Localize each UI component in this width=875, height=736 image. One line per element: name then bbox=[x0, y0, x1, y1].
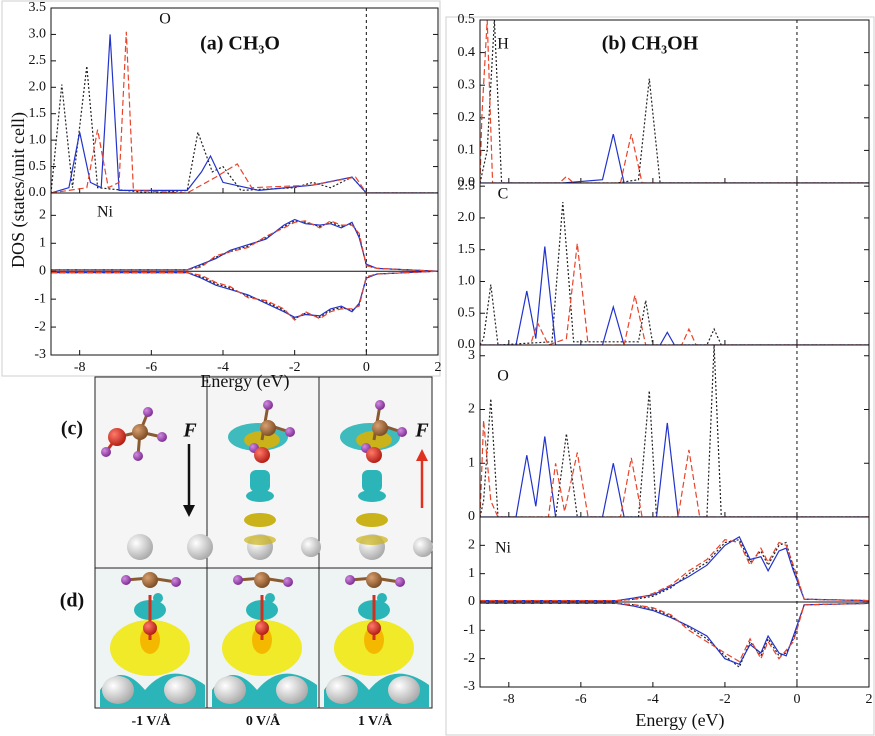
y-tick-label: 0.4 bbox=[458, 45, 476, 60]
field-label: -1 V/Å bbox=[131, 713, 171, 729]
x-tick-label: 0 bbox=[363, 360, 370, 375]
field-label: 1 V/Å bbox=[358, 713, 393, 729]
force-label: F bbox=[414, 420, 429, 442]
dos-line bbox=[51, 34, 438, 193]
y-tick-label: 1 bbox=[39, 235, 46, 250]
plot-frame bbox=[480, 183, 869, 345]
x-axis-title: Energy (eV) bbox=[200, 371, 289, 392]
subplot-label: Ni bbox=[495, 540, 512, 557]
dos-line bbox=[480, 420, 869, 517]
dos-line bbox=[480, 603, 869, 667]
y-tick-label: 0.5 bbox=[458, 305, 476, 320]
y-tick-label: 1.5 bbox=[458, 242, 476, 257]
x-tick-label: -6 bbox=[145, 360, 157, 375]
y-tick-label: 0.0 bbox=[29, 185, 47, 200]
y-tick-label: 3.0 bbox=[29, 27, 47, 42]
panel-title: (a) CH₃O bbox=[200, 33, 280, 55]
subplot-label: Ni bbox=[97, 204, 114, 221]
y-tick-label: 1.5 bbox=[29, 106, 47, 121]
page: {"chart_data": [ {"type": "line", "title… bbox=[0, 0, 875, 736]
y-tick-label: 0.5 bbox=[458, 12, 476, 27]
x-tick-label: 0 bbox=[793, 692, 800, 707]
y-tick-label: 2.0 bbox=[458, 210, 476, 225]
dos-line bbox=[480, 243, 869, 345]
y-tick-label: 2.0 bbox=[29, 80, 47, 95]
dos-line bbox=[480, 247, 869, 346]
y-axis-title: DOS (states/unit cell) bbox=[8, 112, 29, 268]
dos-line bbox=[480, 603, 869, 664]
dos-line bbox=[480, 540, 869, 601]
x-tick-label: -2 bbox=[289, 360, 301, 375]
x-tick-label: 2 bbox=[435, 360, 442, 375]
y-tick-label: 1.0 bbox=[29, 132, 47, 147]
y-tick-label: 1.0 bbox=[458, 274, 476, 289]
panel-d bbox=[95, 568, 432, 708]
y-tick-label: 3.5 bbox=[29, 0, 47, 15]
y-tick-label: 0.1 bbox=[458, 143, 476, 158]
y-tick-label: 2 bbox=[39, 208, 46, 223]
y-tick-label: 0 bbox=[39, 263, 46, 278]
y-tick-label: -1 bbox=[463, 623, 475, 638]
y-tick-label: 2 bbox=[468, 538, 475, 553]
y-tick-label: 0.3 bbox=[458, 77, 476, 92]
y-tick-label: -1 bbox=[34, 291, 46, 306]
x-tick-label: -8 bbox=[503, 692, 515, 707]
y-tick-label: 2.5 bbox=[29, 53, 47, 68]
y-tick-label: -3 bbox=[463, 679, 475, 694]
subplot-label: O bbox=[159, 11, 171, 28]
dos-line bbox=[51, 271, 438, 320]
x-tick-label: -8 bbox=[74, 360, 86, 375]
y-tick-label: -2 bbox=[34, 319, 46, 334]
force-label: F bbox=[182, 420, 197, 442]
y-tick-label: 0 bbox=[468, 594, 475, 609]
dos-line bbox=[51, 271, 438, 317]
panel-c bbox=[95, 377, 433, 568]
plot-frame bbox=[480, 345, 869, 517]
dos-line bbox=[480, 540, 869, 601]
y-tick-label: 2 bbox=[468, 402, 475, 417]
y-tick-label: 3 bbox=[468, 348, 475, 363]
x-tick-label: -4 bbox=[647, 692, 659, 707]
panel-b-frame bbox=[446, 17, 874, 735]
dos-line bbox=[480, 537, 869, 601]
x-tick-label: -6 bbox=[575, 692, 587, 707]
y-tick-label: 1 bbox=[468, 566, 475, 581]
y-tick-label: 2.5 bbox=[458, 178, 476, 193]
panel-label: (d) bbox=[60, 590, 84, 612]
subplot-label: H bbox=[497, 36, 509, 53]
field-label: 0 V/Å bbox=[246, 713, 281, 729]
dos-line bbox=[51, 220, 438, 272]
y-tick-label: 0.5 bbox=[29, 159, 47, 174]
dos-line bbox=[480, 345, 869, 517]
panel-label: (c) bbox=[61, 418, 83, 440]
dos-line bbox=[480, 423, 869, 517]
ni-atom bbox=[187, 534, 213, 560]
dos-line bbox=[480, 603, 869, 661]
y-tick-label: 0.2 bbox=[458, 110, 476, 125]
y-tick-label: -2 bbox=[463, 651, 475, 666]
x-tick-label: 2 bbox=[866, 692, 873, 707]
panel-title: (b) CH₃OH bbox=[602, 33, 699, 55]
y-tick-label: 1 bbox=[468, 455, 475, 470]
figure: (c) (d) F F -1 V/Å 0 V/Å 1 V/Å 0.0 0.5 1.0… bbox=[0, 0, 875, 736]
dos-line bbox=[480, 134, 869, 183]
y-tick-label: -3 bbox=[34, 347, 46, 362]
dos-line bbox=[51, 66, 438, 193]
x-tick-label: -2 bbox=[719, 692, 731, 707]
subplot-label: C bbox=[498, 186, 509, 203]
y-tick-label: 0 bbox=[468, 509, 475, 524]
x-axis-title: Energy (eV) bbox=[635, 710, 724, 731]
subplot-label: O bbox=[497, 368, 509, 385]
ni-atom bbox=[127, 534, 153, 560]
